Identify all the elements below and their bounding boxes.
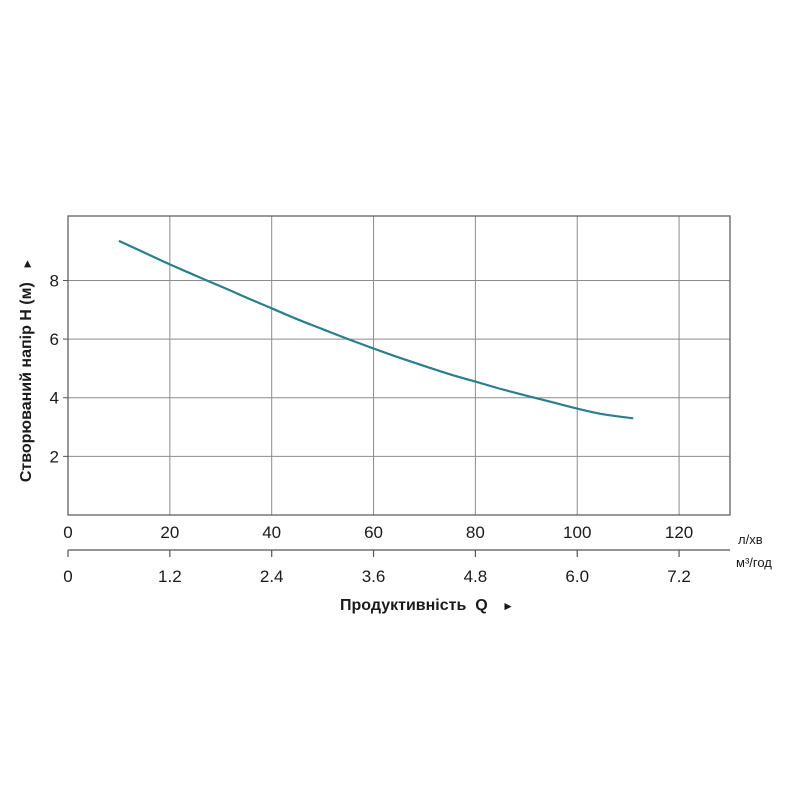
y-tick-label: 8	[50, 271, 59, 290]
x2-tick-label: 3.6	[362, 567, 386, 586]
x-axis-ticks: 0 20 40 60 80 100 120	[63, 523, 693, 542]
y-axis-title: Створюваний напір H (м) ►	[18, 258, 35, 482]
y-axis-ticks: 2 4 6 8	[50, 271, 68, 466]
y-tick-label: 6	[50, 330, 59, 349]
y-axis-arrow: ►	[20, 258, 34, 270]
x-tick-label: 40	[262, 523, 281, 542]
x2-tick-label: 4.8	[464, 567, 488, 586]
grid	[68, 216, 730, 515]
x2-tick-label: 6.0	[565, 567, 589, 586]
x2-tick-label: 1.2	[158, 567, 182, 586]
y-tick-label: 4	[50, 389, 59, 408]
x-tick-label: 80	[466, 523, 485, 542]
y-axis-title-text: Створюваний напір H (м)	[18, 282, 35, 482]
x2-tick-label: 0	[63, 567, 72, 586]
x2-tick-label: 7.2	[667, 567, 691, 586]
x-axis-title-text: Продуктивність Q	[340, 597, 488, 614]
x-axis-title: Продуктивність Q ►	[340, 597, 514, 614]
x-tick-label: 120	[665, 523, 693, 542]
x-tick-label: 60	[364, 523, 383, 542]
x-tick-label: 100	[563, 523, 591, 542]
x-unit-primary: л/хв	[738, 532, 763, 547]
x-tick-label: 0	[63, 523, 72, 542]
x-axis-arrow: ►	[502, 599, 514, 613]
x-unit-secondary: м³/год	[736, 555, 772, 570]
head-flow-curve	[118, 239, 634, 420]
secondary-x-axis-ticks: 0 1.2 2.4 3.6 4.8 6.0 7.2	[63, 550, 691, 586]
y-tick-label: 2	[50, 447, 59, 466]
x2-tick-label: 2.4	[260, 567, 284, 586]
x-tick-label: 20	[160, 523, 179, 542]
plot-frame	[67, 215, 731, 516]
